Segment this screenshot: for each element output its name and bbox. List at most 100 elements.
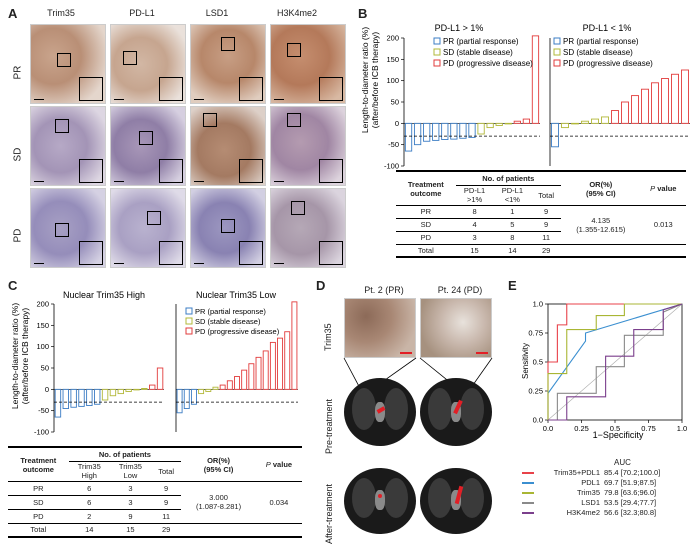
table-c-r2-t: 11	[162, 511, 171, 521]
ihc-tile-sd-lsd1	[190, 106, 266, 186]
table-b-h-or2: (95% CI)	[586, 188, 616, 198]
chart-b1-bar	[486, 122, 494, 129]
ihc-patch-pt24	[420, 298, 492, 358]
ct-scan-pt2-pre	[344, 378, 416, 446]
chart-b1-bar	[450, 122, 458, 140]
table-b-r2-a: 3	[472, 233, 477, 242]
col-header-pdl1: PD-L1	[129, 8, 155, 18]
table-b: Treatment outcome No. of patients OR(%) (9…	[396, 173, 686, 258]
table-b-r2-t: 11	[542, 233, 551, 242]
roc-legend-auc: 85.4 [70.2;100.0]	[604, 468, 661, 477]
legend-label-pd: PD (progressive disease)	[443, 59, 533, 68]
table-b-h-c2a: PD-L1	[501, 186, 523, 195]
chart-c2-bar	[212, 386, 219, 390]
panel-b-label: B	[358, 6, 368, 21]
panel-d-label: D	[316, 278, 326, 293]
chart-c2-bar	[226, 380, 233, 390]
chart-c2-title: Nuclear Trim35 Low	[196, 290, 277, 300]
table-b-r3-name: Total	[417, 245, 434, 255]
ihc-patch-pt2	[344, 298, 416, 358]
roc-legend: Trim35+PDL1 85.4 [70.2;100.0] PDL1 69.7 …	[522, 468, 698, 518]
chart-b2-bar	[641, 88, 649, 124]
table-row: Total 15 14 29	[396, 244, 686, 257]
table-c-h-or2: (95% CI)	[203, 464, 234, 474]
table-row: SD 4 5 9	[396, 218, 686, 231]
chart-b1-bar	[531, 35, 540, 124]
roc-ylabel: Sensitivity	[521, 343, 530, 379]
chart-b1-bar	[432, 122, 440, 141]
ihc-tile-pd-h3k4me2	[270, 188, 346, 268]
chart-c2-bar	[277, 337, 284, 390]
panel-c-waterfall-charts: Length-to-diameter ratio (%) (after/befo…	[10, 290, 298, 436]
roc-xtick-label: 0.5	[610, 424, 620, 433]
panel-b-ylabel: Length-to-diameter ratio (%)	[360, 27, 370, 133]
table-b-h-total: Total	[538, 190, 555, 200]
legend-line-trim35	[522, 492, 534, 494]
roc-legend-item: Trim35 79.8 [63.6;96.0]	[522, 488, 698, 498]
chart-c2-bar	[205, 388, 212, 392]
table-b-r0-name: PR	[420, 207, 432, 216]
table-b-h-outcome2: outcome	[410, 188, 442, 198]
legend-label-pd: PD (progressive disease)	[563, 59, 653, 68]
chart-c1-bar	[109, 388, 117, 397]
roc-xtick-label: 0.75	[641, 424, 656, 433]
chart-c1-bar	[141, 388, 148, 390]
roc-xtick-label: 0.25	[574, 424, 589, 433]
table-c-r0-a: 6	[87, 483, 92, 493]
chart-b2	[549, 38, 690, 166]
roc-legend-name: H3K4me2	[566, 508, 600, 517]
chart-b2-title: PD-L1 < 1%	[583, 23, 632, 33]
table-c-h-c1a: Trim35	[77, 462, 101, 471]
chart-b1-title: PD-L1 > 1%	[435, 23, 484, 33]
roc-xlabel: 1−Specificity	[593, 430, 644, 440]
table-c-top-rule	[8, 446, 302, 448]
chart-c1-ytick-label: 150	[36, 321, 49, 330]
chart-c2-bar	[219, 384, 226, 390]
roc-legend-auc: 56.6 [32.3;80.8]	[604, 508, 657, 517]
table-b-ci: (1.355-12.615)	[576, 224, 626, 234]
legend-label-pr: PR (partial response)	[443, 37, 519, 46]
patient-header-pt2: Pt. 2 (PR)	[364, 285, 404, 295]
chart-c1-bar	[54, 388, 62, 418]
chart-c1-ytick-label: 50	[41, 364, 49, 373]
table-c-r2-a: 2	[87, 511, 92, 521]
panel-c-ylabel: Length-to-diameter ratio (%)	[10, 303, 20, 409]
legend-line-pdl1	[522, 482, 534, 484]
ct-scan-pt2-after	[344, 468, 416, 534]
ihc-tile-pd-pdl1	[110, 188, 186, 268]
table-row: PR 6 3 9 3.000 (1.087-8.281) 0.034	[8, 481, 302, 511]
table-c-h-c2a: Trim35	[118, 462, 142, 471]
table-c-r1-b: 3	[128, 497, 133, 507]
table-b-h-p2: value	[657, 184, 677, 194]
table-c-h-patients: No. of patients	[68, 449, 182, 462]
chart-b2-bar	[571, 122, 579, 125]
table-b-or: 4.135	[591, 215, 611, 225]
legend-label-sd: SD (stable disease)	[195, 317, 261, 326]
chart-b1-bar	[468, 122, 476, 138]
roc-curve-h3k4me2	[548, 303, 683, 421]
chart-c2	[175, 301, 298, 432]
chart-c1-bar	[94, 388, 101, 405]
legend-swatch-sd	[553, 48, 561, 56]
panel-b-ylabel2: (after/before ICB therapy)	[370, 32, 380, 129]
chart-c1-ytick-label: -50	[38, 406, 49, 415]
chart-c2-bar	[183, 388, 190, 409]
table-c-h-p1: P	[265, 460, 271, 470]
chart-b2-bar	[591, 118, 599, 124]
chart-c2-bar	[269, 341, 276, 390]
row-label-sd: SD	[12, 147, 24, 162]
table-c-r1-name: SD	[33, 497, 44, 507]
chart-b2-bar	[651, 82, 659, 124]
chart-c1: -100 -50 0 50 100 150 200	[34, 300, 164, 436]
table-c-r3-t: 29	[161, 525, 171, 535]
roc-curve-trim35-pdl1	[547, 303, 682, 420]
table-c: Treatment outcome No. of patients OR(%) (9…	[8, 449, 302, 538]
table-b-r1-a: 4	[472, 220, 477, 229]
legend-line-h3k4me2	[522, 512, 534, 514]
ihc-tile-pd-trim35	[30, 188, 106, 268]
roc-legend-item: H3K4me2 56.6 [32.3;80.8]	[522, 508, 698, 518]
patient-header-pt24: Pt. 24 (PD)	[437, 285, 483, 295]
table-b-r0-b: 1	[510, 207, 515, 216]
roc-ytick-label: 0.5	[533, 358, 543, 367]
legend-line-trim35-pdl1	[522, 472, 534, 474]
